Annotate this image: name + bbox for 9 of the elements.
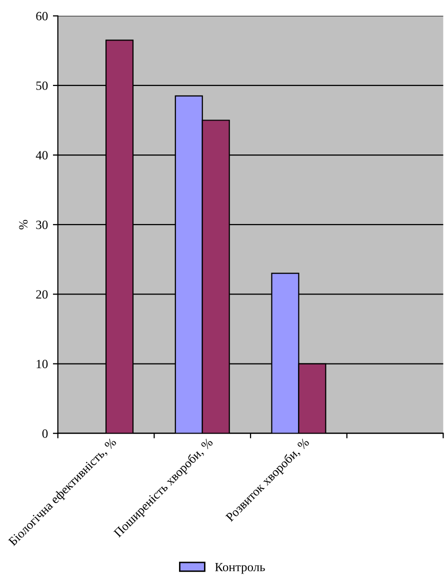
y-tick-label: 60: [36, 12, 48, 20]
y-tick-label: 30: [36, 220, 48, 230]
y-axis-title: %: [19, 220, 28, 230]
y-tick-label: 20: [36, 290, 48, 299]
y-tick-label: 10: [36, 360, 48, 368]
legend-label: Контроль: [215, 562, 265, 574]
y-tick-label: 0: [42, 429, 48, 438]
y-tick-label: 40: [36, 151, 48, 160]
y-tick-label: 50: [36, 81, 48, 90]
